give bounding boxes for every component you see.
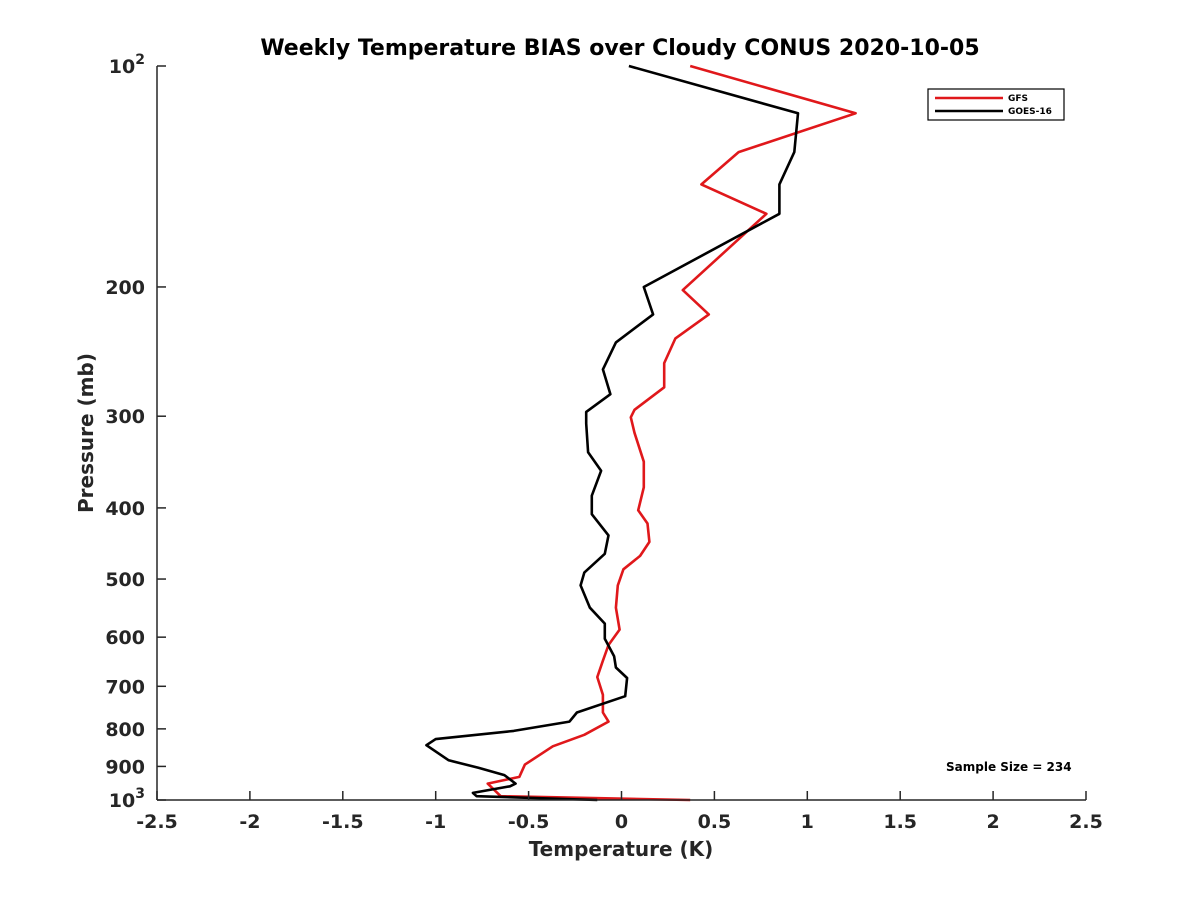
x-tick-label: 0 xyxy=(615,811,628,833)
x-tick-label: 2 xyxy=(986,811,999,833)
x-tick-label: 1.5 xyxy=(883,811,917,833)
x-tick-label: 2.5 xyxy=(1069,811,1103,833)
legend: GFS GOES-16 xyxy=(927,88,1065,121)
y-tick-label: 800 xyxy=(105,719,145,741)
y-tick-label: 102 xyxy=(109,52,145,78)
x-tick-label: 0.5 xyxy=(698,811,732,833)
y-tick-label: 200 xyxy=(105,277,145,299)
legend-box xyxy=(927,88,1065,121)
y-axis-label: Pressure (mb) xyxy=(74,353,98,513)
sample-size-annotation: Sample Size = 234 xyxy=(946,760,1072,774)
x-axis-label: Temperature (K) xyxy=(529,837,714,861)
y-tick-label: 700 xyxy=(105,676,145,698)
y-tick-label: 400 xyxy=(105,498,145,520)
y-tick-label: 900 xyxy=(105,756,145,778)
y-tick-label: 600 xyxy=(105,627,145,649)
x-tick-label: 1 xyxy=(801,811,814,833)
x-tick-label: -0.5 xyxy=(508,811,550,833)
y-tick-label: 300 xyxy=(105,406,145,428)
x-tick-label: -1 xyxy=(425,811,446,833)
axes: -2.5 -2 -1.5 -1 -0.5 0 0.5 1 1.5 2 2.5 102 200 300 400… xyxy=(105,52,1103,833)
y-tick-label: 103 xyxy=(109,786,145,812)
x-tick-label: -1.5 xyxy=(322,811,364,833)
series-line-goes16 xyxy=(425,64,800,802)
chart-title: Weekly Temperature BIAS over Cloudy CONU… xyxy=(260,36,979,61)
legend-label-gfs: GFS xyxy=(1008,94,1028,104)
x-tick-label: -2 xyxy=(239,811,260,833)
x-tick-label: -2.5 xyxy=(136,811,178,833)
legend-label-goes16: GOES-16 xyxy=(1008,107,1052,117)
series-line-gfs xyxy=(486,64,857,802)
plot-area xyxy=(425,64,857,802)
y-tick-label: 500 xyxy=(105,569,145,591)
